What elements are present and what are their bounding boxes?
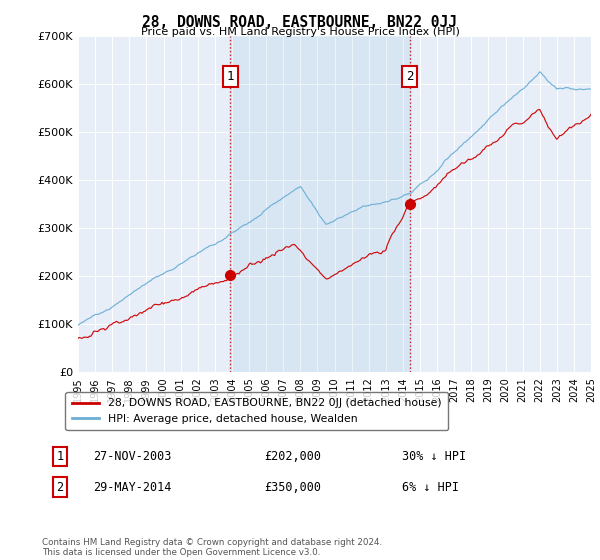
Text: 6% ↓ HPI: 6% ↓ HPI (402, 480, 459, 494)
Text: Price paid vs. HM Land Registry's House Price Index (HPI): Price paid vs. HM Land Registry's House … (140, 27, 460, 37)
Text: 2: 2 (56, 480, 64, 494)
Text: 1: 1 (227, 70, 234, 83)
Legend: 28, DOWNS ROAD, EASTBOURNE, BN22 0JJ (detached house), HPI: Average price, detac: 28, DOWNS ROAD, EASTBOURNE, BN22 0JJ (de… (65, 392, 448, 430)
Text: 2: 2 (406, 70, 413, 83)
Text: 29-MAY-2014: 29-MAY-2014 (93, 480, 172, 494)
Text: £350,000: £350,000 (264, 480, 321, 494)
Text: 28, DOWNS ROAD, EASTBOURNE, BN22 0JJ: 28, DOWNS ROAD, EASTBOURNE, BN22 0JJ (143, 15, 458, 30)
Bar (230, 36, 410, 372)
Text: £202,000: £202,000 (264, 450, 321, 463)
Text: 30% ↓ HPI: 30% ↓ HPI (402, 450, 466, 463)
Text: 1: 1 (56, 450, 64, 463)
Text: 27-NOV-2003: 27-NOV-2003 (93, 450, 172, 463)
Text: Contains HM Land Registry data © Crown copyright and database right 2024.
This d: Contains HM Land Registry data © Crown c… (42, 538, 382, 557)
